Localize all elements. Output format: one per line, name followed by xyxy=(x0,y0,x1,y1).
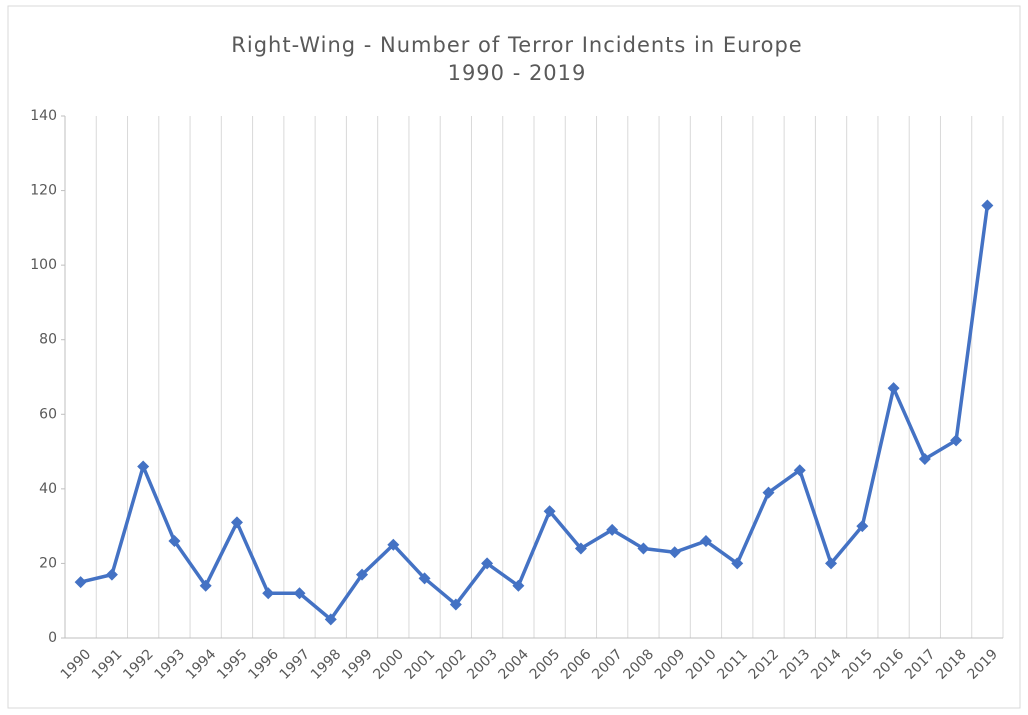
data-point xyxy=(856,520,869,533)
data-point xyxy=(762,486,775,499)
data-point xyxy=(168,535,181,548)
data-point xyxy=(543,505,556,518)
data-point xyxy=(512,579,525,592)
data-point xyxy=(262,587,275,600)
y-tick-label: 80 xyxy=(39,332,57,348)
data-point xyxy=(699,535,712,548)
y-tick-label: 40 xyxy=(39,481,57,497)
data-point xyxy=(606,523,619,536)
data-point xyxy=(668,546,681,559)
data-point xyxy=(918,453,931,466)
data-point xyxy=(387,538,400,551)
data-point xyxy=(449,598,462,611)
chart-subtitle: 1990 - 2019 xyxy=(448,61,587,85)
data-point xyxy=(793,464,806,477)
data-point xyxy=(199,579,212,592)
data-point xyxy=(418,572,431,585)
y-tick-label: 120 xyxy=(30,183,57,199)
data-point xyxy=(574,542,587,555)
y-tick-label: 140 xyxy=(30,108,57,124)
data-point xyxy=(887,382,900,395)
chart-title: Right-Wing - Number of Terror Incidents … xyxy=(231,33,802,57)
data-point xyxy=(981,199,994,212)
data-point xyxy=(481,557,494,570)
data-point xyxy=(825,557,838,570)
y-tick-label: 100 xyxy=(30,257,57,273)
data-point xyxy=(950,434,963,447)
data-point xyxy=(74,576,87,589)
y-tick-label: 60 xyxy=(39,406,57,422)
data-point xyxy=(637,542,650,555)
data-point xyxy=(137,460,150,473)
chart-frame xyxy=(7,5,1021,709)
data-point xyxy=(293,587,306,600)
y-tick-label: 20 xyxy=(39,555,57,571)
data-point xyxy=(105,568,118,581)
data-point xyxy=(731,557,744,570)
data-line xyxy=(80,205,990,622)
y-tick-label: 0 xyxy=(48,630,57,646)
data-point xyxy=(356,568,369,581)
data-point xyxy=(230,516,243,529)
data-point xyxy=(324,613,337,626)
